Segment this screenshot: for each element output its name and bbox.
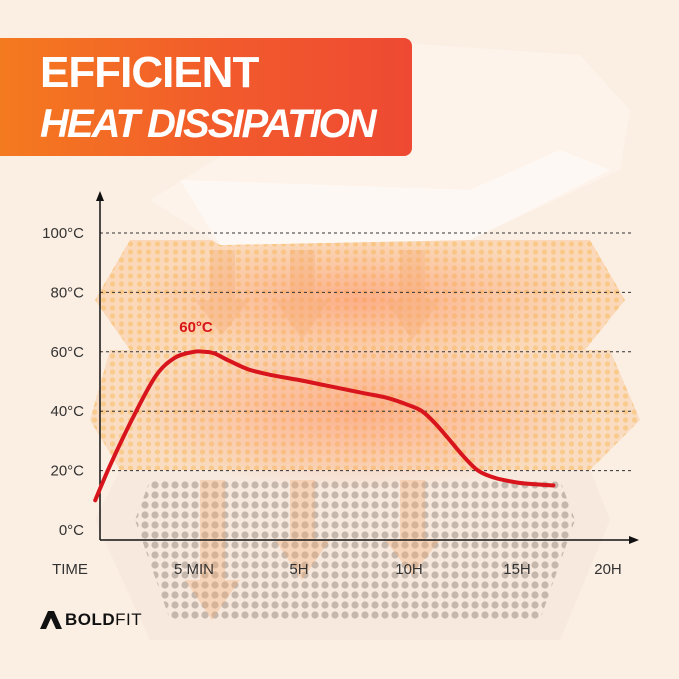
y-tick-label: 100°C xyxy=(42,225,84,242)
chart-grid xyxy=(100,232,632,472)
brand-logo: BOLDFIT xyxy=(40,608,142,632)
brand-name-bold: BOLD xyxy=(65,610,116,629)
page-title: EFFICIENT xyxy=(40,48,259,97)
y-tick-labels: 0°C 20°C 40°C 60°C 80°C 100°C xyxy=(42,225,84,539)
x-tick-labels: TIME 5 MIN 5H 10H 15H 20H xyxy=(52,561,622,578)
peak-annotation: 60°C xyxy=(179,319,213,336)
brand-name-rest: FIT xyxy=(115,610,143,629)
page-subtitle: HEAT DISSIPATION xyxy=(40,102,377,146)
x-axis-label: TIME xyxy=(52,561,88,578)
title-banner xyxy=(0,38,412,156)
boldfit-logo-icon xyxy=(40,611,62,629)
y-tick-label: 40°C xyxy=(50,403,84,420)
brand-name: BOLDFIT xyxy=(65,610,142,630)
y-tick-label: 80°C xyxy=(50,284,84,301)
x-tick-label: 10H xyxy=(395,561,423,578)
x-axis-arrow-icon xyxy=(629,536,639,544)
temperature-series-line xyxy=(93,349,556,503)
x-tick-label: 15H xyxy=(503,561,531,578)
y-axis-arrow-icon xyxy=(96,191,104,201)
x-tick-label: 5 MIN xyxy=(174,561,214,578)
y-tick-label: 20°C xyxy=(50,463,84,480)
y-tick-label: 60°C xyxy=(50,344,84,361)
y-tick-label: 0°C xyxy=(59,522,84,539)
x-tick-label: 20H xyxy=(594,561,622,578)
chart-axes xyxy=(96,191,639,544)
x-tick-label: 5H xyxy=(289,561,308,578)
